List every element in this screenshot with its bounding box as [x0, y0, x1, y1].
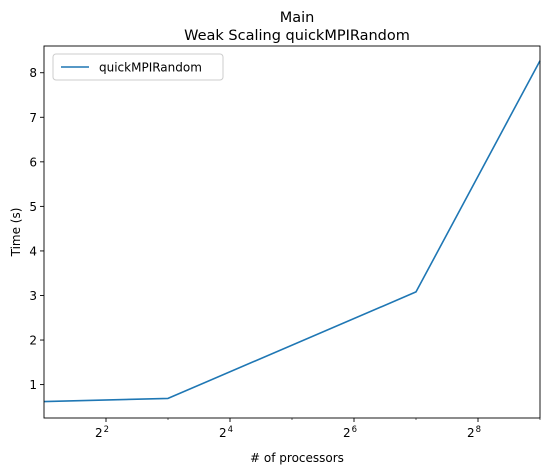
series-line [43, 60, 541, 403]
y-tick-label: 7 [29, 111, 37, 125]
x-tick-exponent: 4 [228, 425, 233, 435]
y-tick-label: 2 [29, 334, 37, 348]
chart-title: Main [280, 10, 315, 26]
x-tick-exponent: 8 [476, 425, 481, 435]
x-tick-label: 22 [95, 425, 109, 440]
y-tick-label: 4 [29, 244, 37, 258]
y-tick-label: 1 [29, 378, 37, 392]
x-tick-label: 24 [219, 425, 233, 440]
x-tick-base: 2 [467, 426, 475, 440]
x-tick-exponent: 6 [352, 425, 357, 435]
legend-box [52, 53, 224, 81]
x-tick-base: 2 [343, 426, 351, 440]
axes-frame [43, 45, 541, 419]
x-axis-label: # of processors [250, 451, 344, 465]
x-tick-base: 2 [219, 426, 227, 440]
x-tick-exponent: 2 [104, 425, 109, 435]
legend: quickMPIRandom [52, 53, 224, 81]
x-tick-label: 26 [343, 425, 357, 440]
legend-label: quickMPIRandom [99, 61, 202, 75]
y-tick-label: 3 [29, 289, 37, 303]
y-tick-label: 5 [29, 200, 37, 214]
chart-subtitle: Weak Scaling quickMPIRandom [184, 28, 410, 44]
y-tick-label: 8 [29, 66, 37, 80]
y-tick-label: 6 [29, 155, 37, 169]
y-axis-label: Time (s) [9, 208, 23, 258]
x-tick-label: 28 [467, 425, 481, 440]
x-tick-base: 2 [95, 426, 103, 440]
